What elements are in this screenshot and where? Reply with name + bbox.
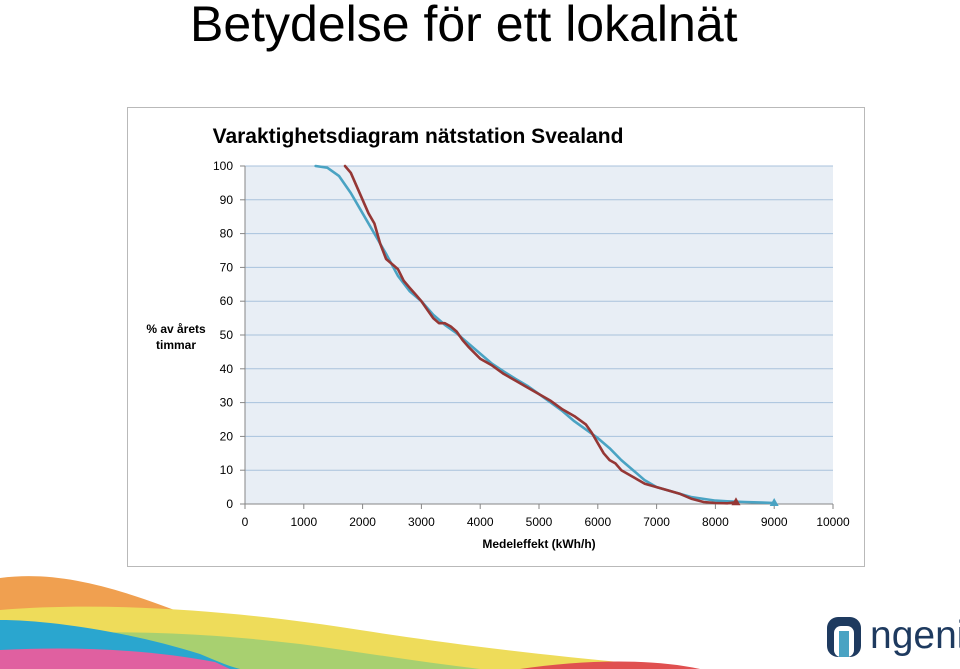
x-tick-label: 0	[242, 515, 249, 529]
series-line-2	[343, 164, 738, 505]
footer-wave-decoration	[0, 576, 700, 669]
x-tick-label: 2000	[349, 515, 376, 529]
y-tick-label: 70	[220, 260, 234, 274]
x-tick-label: 4000	[467, 515, 494, 529]
grid-lines	[245, 165, 833, 471]
duration-chart: Varaktighetsdiagram nätstation Svealand …	[146, 125, 850, 551]
y-tick-label: 30	[220, 396, 234, 410]
series-end-marker-1	[769, 497, 779, 506]
y-tick-label: 80	[220, 227, 234, 241]
chart-title: Varaktighetsdiagram nätstation Svealand	[213, 125, 624, 148]
x-axis-label: Medeleffekt (kWh/h)	[482, 537, 595, 551]
x-tick-label: 3000	[408, 515, 435, 529]
ngenic-logo: ngenic	[826, 614, 960, 660]
y-axis-label-line-2: timmar	[156, 338, 196, 352]
x-tick-label: 7000	[643, 515, 670, 529]
y-tick-label: 10	[220, 463, 234, 477]
y-axis-label-line-1: % av årets	[146, 322, 206, 336]
y-tick-label: 20	[220, 429, 234, 443]
y-tick-label: 40	[220, 362, 234, 376]
y-tick-labels: 0 10 20 30 40 50 60 70 80 90 100	[213, 159, 233, 511]
y-tick-label: 0	[226, 497, 233, 511]
x-tick-label: 5000	[526, 515, 553, 529]
logo-wordmark: ngenic	[870, 614, 960, 657]
red-wave-shape	[520, 661, 700, 669]
y-tick-label: 90	[220, 193, 234, 207]
pink-wave-shape	[0, 648, 230, 669]
chart-frame: Varaktighetsdiagram nätstation Svealand …	[127, 107, 865, 567]
y-tick-label: 50	[220, 328, 234, 342]
x-tick-label: 8000	[702, 515, 729, 529]
x-tick-label: 9000	[761, 515, 788, 529]
series-end-marker-2	[731, 497, 741, 506]
x-tick-label: 6000	[584, 515, 611, 529]
x-tick-label: 1000	[290, 515, 317, 529]
x-tick-label: 10000	[816, 515, 850, 529]
series-group	[314, 164, 779, 506]
x-tick-labels: 0 1000 2000 3000 4000 5000 6000 7000 8000 9000 100…	[242, 515, 850, 529]
y-tick-label: 100	[213, 159, 233, 173]
y-tick-label: 60	[220, 294, 234, 308]
ngenic-n-icon	[827, 617, 861, 657]
slide-title: Betydelse för ett lokalnät	[190, 0, 738, 52]
